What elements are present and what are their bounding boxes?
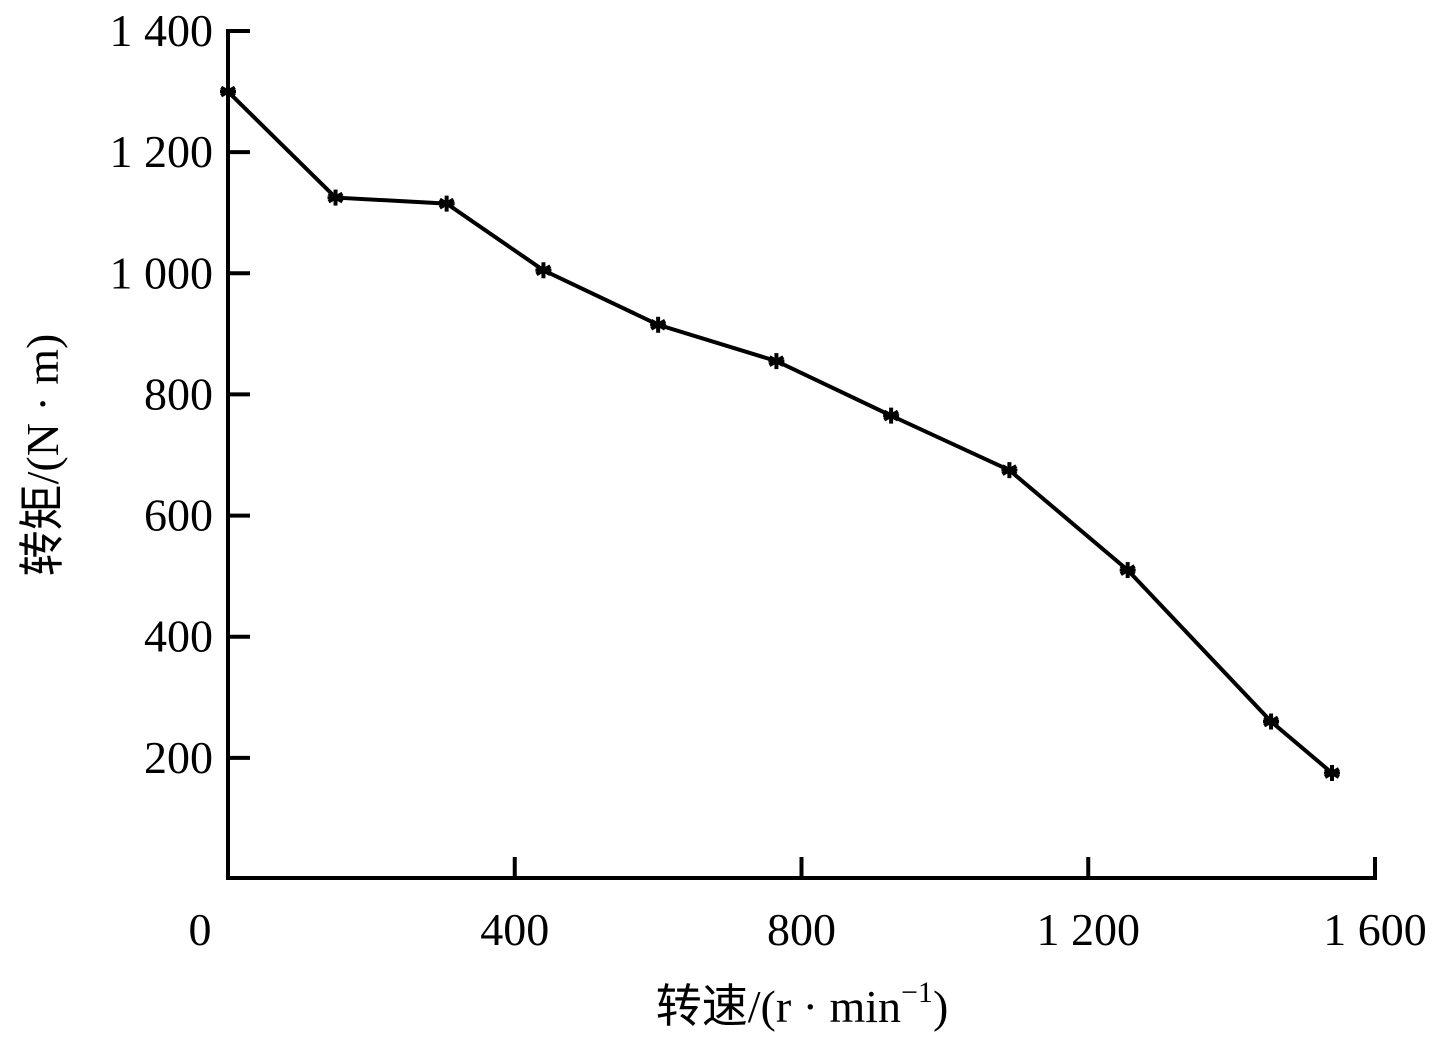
y-tick-label: 200 (144, 732, 213, 783)
x-tick-label: 1 200 (1037, 904, 1141, 955)
asterisk-marker-icon (327, 189, 344, 206)
asterisk-marker-icon (220, 83, 236, 100)
data-series (220, 83, 1340, 781)
asterisk-marker-icon (1263, 713, 1280, 730)
y-ticks: 200 400 600 800 1 000 1 200 1 400 (110, 5, 250, 783)
asterisk-marker-icon (883, 407, 900, 424)
asterisk-marker-icon (768, 353, 785, 370)
x-tick-label: 400 (480, 904, 549, 955)
y-tick-label: 1 000 (110, 247, 214, 298)
asterisk-marker-icon (438, 195, 455, 212)
y-tick-label: 1 200 (110, 126, 214, 177)
x-tick-label: 1 600 (1323, 904, 1427, 955)
asterisk-marker-icon (1001, 462, 1018, 479)
y-tick-label: 600 (144, 490, 213, 541)
asterisk-marker-icon (650, 316, 667, 333)
x-tick-label: 0 (189, 904, 212, 955)
axes (226, 29, 1377, 880)
y-tick-label: 1 400 (110, 5, 214, 56)
asterisk-marker-icon (535, 262, 552, 279)
x-ticks: 0 400 800 1 200 1 600 (189, 857, 1427, 955)
series-line (226, 90, 1334, 775)
asterisk-marker-icon (1119, 562, 1136, 579)
y-axis-title: 转矩/(N · m) (17, 334, 68, 577)
x-tick-label: 800 (767, 904, 836, 955)
x-axis-title: 转速/(r · min−1) (656, 976, 949, 1032)
y-tick-label: 800 (144, 368, 213, 419)
asterisk-marker-icon (1323, 765, 1340, 781)
y-tick-label: 400 (144, 611, 213, 662)
